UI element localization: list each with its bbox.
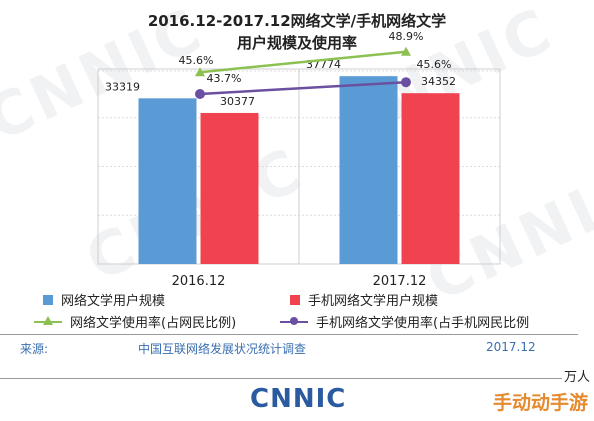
footer-rule-bottom <box>0 378 562 379</box>
legend-swatch-bar1 <box>43 294 53 305</box>
cnnic-logo: CNNIC <box>250 384 347 414</box>
bar-value-label: 33319 <box>105 80 140 93</box>
unit-label: 万人 <box>563 370 590 385</box>
line-point-marker <box>401 46 411 56</box>
line-value-label: 43.7% <box>207 72 242 85</box>
source-date: 2017.12 <box>486 340 536 354</box>
legend-swatch-line1 <box>34 315 62 328</box>
category-tick-label: 2016.12 <box>172 274 226 289</box>
legend-label-bar1: 网络文学用户规模 <box>61 294 166 309</box>
line-point-marker <box>195 89 205 99</box>
source-label: 来源: <box>20 342 49 356</box>
legend-swatch-bar2 <box>290 294 300 305</box>
line-value-label: 48.9% <box>389 30 424 43</box>
line-point-marker <box>401 77 411 88</box>
bar-1-2016.12 <box>138 98 197 264</box>
legend-label-bar2: 手机网络文学用户规模 <box>308 294 439 309</box>
legend-bar2: 手机网络文学用户规模 <box>290 290 438 309</box>
legend-swatch-line2 <box>280 316 308 328</box>
legend-bar1: 网络文学用户规模 <box>43 290 165 309</box>
line-value-label: 45.6% <box>417 58 452 71</box>
legend-line2: 手机网络文学使用率(占手机网民比例 <box>280 312 529 331</box>
bar-value-label: 34352 <box>421 75 456 88</box>
chart-canvas: 33319303772016.1237774343522017.1245.6%4… <box>97 30 501 289</box>
bar-2-2017.12 <box>401 93 460 264</box>
category-tick-label: 2017.12 <box>373 274 427 289</box>
legend-label-line2: 手机网络文学使用率(占手机网民比例 <box>316 316 530 331</box>
bar-2-2016.12 <box>200 112 259 264</box>
chart-title-line2: 用户规模及使用率 <box>236 34 357 52</box>
line-point-marker <box>195 67 205 77</box>
legend-line1: 网络文学使用率(占网民比例) <box>34 312 236 331</box>
footer-rule-top <box>0 334 578 335</box>
line-value-label: 45.6% <box>179 54 214 67</box>
bar-value-label: 30377 <box>220 95 255 108</box>
series-line-2 <box>199 80 407 96</box>
legend-label-line1: 网络文学使用率(占网民比例) <box>70 316 237 331</box>
corner-watermark: 手动动手游 <box>492 392 588 414</box>
source-name: 中国互联网络发展状况统计调查 <box>138 342 307 356</box>
bar-1-2017.12 <box>339 76 398 264</box>
chart-title-line1: 2016.12-2017.12网络文学/手机网络文学 <box>147 12 447 30</box>
series-line-1 <box>199 50 407 74</box>
